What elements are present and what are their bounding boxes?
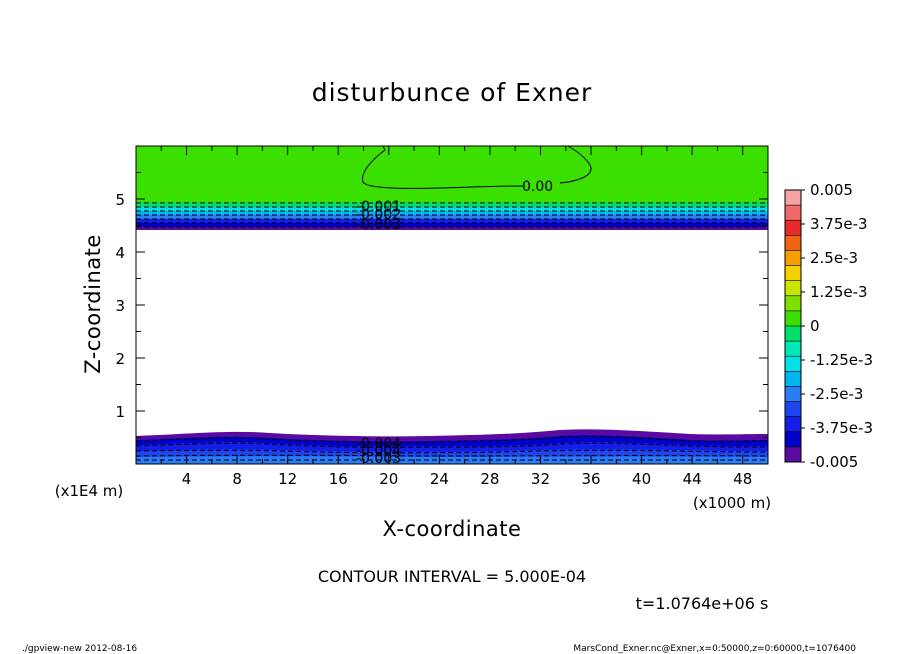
contour-interval-text: CONTOUR INTERVAL = 5.000E-04 [318, 567, 586, 586]
contour-label: -0.004 [356, 443, 401, 459]
upper-band-7 [136, 227, 768, 230]
colorbar-swatch [785, 371, 801, 387]
colorbar-label: -3.75e-3 [810, 419, 873, 437]
x-tick-label: 36 [581, 470, 600, 488]
contour-label: -0.003 [356, 451, 401, 467]
colorbar-label: 3.75e-3 [810, 215, 868, 233]
colorbar-swatch [785, 265, 801, 282]
colorbar-label: -2.5e-3 [810, 385, 863, 403]
colorbar-swatch [785, 326, 801, 342]
contour-lower-1 [135, 435, 769, 443]
upper-band-1 [136, 202, 768, 207]
contour-zero [362, 145, 592, 189]
x-tick-label: 44 [683, 470, 702, 488]
time-text: t=1.0764e+06 s [636, 594, 769, 613]
x-axis-label: X-coordinate [383, 517, 522, 541]
footer-right-text: MarsCond_Exner.nc@Exner,x=0:50000,z=0:60… [573, 644, 856, 654]
x-unit-label: (x1000 m) [693, 494, 771, 512]
colorbar-swatch [785, 386, 801, 403]
colorbar-label: 0 [810, 317, 820, 335]
contour-label: -0.002 [356, 207, 401, 223]
colorbar-swatch [785, 220, 801, 236]
colorbar-swatch [785, 401, 801, 418]
colorbar-swatch [785, 235, 801, 251]
x-tick-label: 40 [632, 470, 651, 488]
colorbar-label: 0.005 [810, 181, 853, 199]
y-tick-label: 2 [115, 350, 125, 368]
upper-band-6 [136, 223, 768, 227]
upper-band-2 [136, 207, 768, 211]
x-tick-label: 16 [329, 470, 348, 488]
x-tick-label: 8 [232, 470, 242, 488]
contour-lines [135, 145, 769, 461]
x-tick-label: 4 [182, 470, 192, 488]
upper-band-5 [136, 219, 768, 223]
colorbar: 0.005 3.75e-3 2.5e-3 1.25e-3 0 -1.25e-3 -2.5e-… [784, 181, 873, 471]
contour-lower-4 [135, 454, 769, 457]
colorbar-swatch [785, 431, 801, 448]
colorbar-label: 2.5e-3 [810, 249, 858, 267]
colorbar-label: -0.005 [810, 453, 858, 471]
y-axis: 1 2 3 4 5 [115, 172, 768, 438]
colorbar-swatch [785, 250, 801, 267]
contour-label: 0.00 [522, 179, 553, 195]
contour-lower-3 [135, 449, 769, 454]
colorbar-label: 1.25e-3 [810, 283, 868, 301]
x-axis: 4 8 12 16 20 24 28 32 36 40 44 48 [160, 146, 752, 488]
footer-left-text: ./gpview-new 2012-08-16 [22, 644, 137, 654]
chart-title: disturbunce of Exner [312, 78, 593, 107]
colorbar-swatch [785, 356, 801, 372]
x-tick-label: 20 [379, 470, 398, 488]
colorbar-swatch [785, 295, 801, 312]
y-axis-label: Z-coordinate [81, 234, 105, 374]
x-tick-label: 28 [480, 470, 499, 488]
y-tick-label: 5 [115, 191, 125, 209]
upper-band-3 [136, 211, 768, 215]
x-tick-label: 12 [278, 470, 297, 488]
y-tick-label: 4 [115, 244, 125, 262]
plot-area [136, 146, 768, 464]
contour-labels: 0.00 -0.001 -0.002 -0.003 -0.004 -0.004 … [356, 179, 553, 467]
contour-lower-2 [135, 442, 769, 448]
colorbar-swatch [785, 310, 801, 327]
upper-band-4 [136, 215, 768, 219]
colorbar-swatch [785, 341, 801, 357]
colorbar-swatch [785, 190, 801, 206]
x-tick-label: 48 [733, 470, 752, 488]
x-tick-label: 32 [531, 470, 550, 488]
colorbar-swatch [785, 280, 801, 297]
colorbar-swatch [785, 205, 801, 221]
x-tick-label: 24 [430, 470, 449, 488]
colorbar-label: -1.25e-3 [810, 351, 873, 369]
contour-label: -0.001 [356, 199, 401, 215]
y-unit-label: (x1E4 m) [55, 482, 124, 500]
y-tick-label: 1 [115, 403, 125, 421]
colorbar-swatch [785, 446, 801, 463]
y-tick-label: 3 [115, 297, 125, 315]
upper-green-region [136, 146, 768, 202]
contour-label: -0.003 [356, 217, 401, 233]
colorbar-swatch [785, 416, 801, 433]
contour-label: -0.004 [356, 436, 401, 452]
